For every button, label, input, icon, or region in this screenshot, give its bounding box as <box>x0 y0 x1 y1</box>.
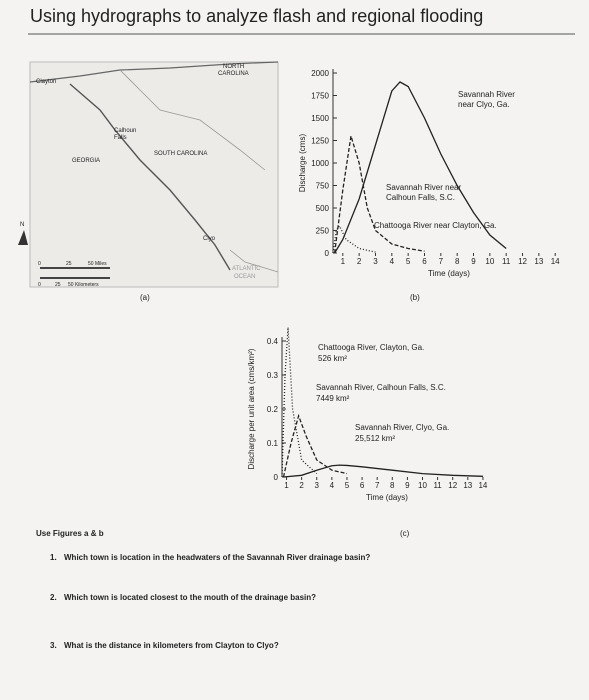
series-label: 7449 km² <box>316 394 350 403</box>
y-tick-label: 250 <box>316 227 330 236</box>
x-tick-label: 3 <box>373 257 378 266</box>
map-label: SOUTH CAROLINA <box>154 151 207 157</box>
series-label: 25,512 km² <box>355 434 395 443</box>
map-label: ATLANTIC <box>232 266 261 272</box>
map-label: N <box>20 222 24 228</box>
scale-label: 50 Kilometers <box>68 282 99 288</box>
x-tick-label: 2 <box>299 481 304 490</box>
hydrograph <box>332 224 376 254</box>
series-label: Savannah River, Calhoun Falls, S.C. <box>316 383 446 392</box>
x-tick-label: 14 <box>478 481 487 490</box>
scale-label: 25 <box>66 261 72 267</box>
y-tick-label: 0 <box>325 249 330 258</box>
y-tick-label: 0 <box>274 473 279 482</box>
x-tick-label: 1 <box>341 257 346 266</box>
caption: (c) <box>400 529 410 538</box>
question-number: 1. <box>50 553 57 562</box>
x-axis-label: Time (days) <box>366 493 408 502</box>
question: What is the distance in kilometers from … <box>64 641 279 650</box>
caption: (a) <box>140 293 150 302</box>
instructions: Use Figures a & b <box>36 529 104 538</box>
y-axis-label: Discharge (cms) <box>298 134 307 193</box>
y-tick-label: 0.2 <box>267 405 279 414</box>
y-tick-label: 1750 <box>311 92 329 101</box>
x-tick-label: 9 <box>471 257 476 266</box>
map-label: CAROLINA <box>218 71 249 77</box>
series-label: Chattooga River, Clayton, Ga. <box>318 343 424 352</box>
x-tick-label: 6 <box>360 481 365 490</box>
series-label: Calhoun Falls, S.C. <box>386 193 455 202</box>
question: Which town is located closest to the mou… <box>64 593 316 602</box>
y-tick-label: 0.3 <box>267 371 279 380</box>
title: Using hydrographs to analyze flash and r… <box>30 6 483 26</box>
x-tick-label: 5 <box>406 257 411 266</box>
scale-label: 25 <box>55 282 61 288</box>
y-tick-label: 0.1 <box>267 439 279 448</box>
x-tick-label: 4 <box>330 481 335 490</box>
x-tick-label: 8 <box>390 481 395 490</box>
x-tick-label: 7 <box>375 481 380 490</box>
map-label: Falls <box>114 135 127 141</box>
y-tick-label: 1250 <box>311 137 329 146</box>
series-label: Chattooga River near Clayton, Ga. <box>374 221 497 230</box>
series-label: 526 km² <box>318 354 347 363</box>
hydrograph <box>334 81 507 254</box>
x-tick-label: 14 <box>551 257 560 266</box>
x-tick-label: 2 <box>357 257 362 266</box>
x-tick-label: 13 <box>534 257 543 266</box>
y-tick-label: 750 <box>316 182 330 191</box>
scale-label: 0 <box>38 282 41 288</box>
question: Which town is location in the headwaters… <box>64 553 370 562</box>
scale-label: 0 <box>38 261 41 267</box>
map-label: Clyo <box>203 236 216 242</box>
x-tick-label: 9 <box>405 481 410 490</box>
hydrograph <box>282 413 348 478</box>
y-tick-label: 1000 <box>311 159 329 168</box>
y-tick-label: 0.4 <box>267 337 279 346</box>
x-tick-label: 12 <box>448 481 457 490</box>
x-tick-label: 5 <box>345 481 350 490</box>
series-label: Savannah River <box>458 90 515 99</box>
map-label: OCEAN <box>234 274 255 280</box>
x-tick-label: 8 <box>455 257 460 266</box>
x-tick-label: 7 <box>439 257 444 266</box>
x-tick-label: 1 <box>284 481 289 490</box>
hydrograph <box>333 135 425 254</box>
x-tick-label: 12 <box>518 257 527 266</box>
map-label: NORTH <box>223 64 244 70</box>
hydrograph <box>283 464 483 478</box>
x-axis-label: Time (days) <box>428 269 470 278</box>
x-tick-label: 4 <box>390 257 395 266</box>
y-tick-label: 500 <box>316 204 330 213</box>
series-label: Savannah River near <box>386 183 461 192</box>
x-tick-label: 3 <box>315 481 320 490</box>
map-label: Clayton <box>36 79 56 85</box>
x-tick-label: 13 <box>463 481 472 490</box>
hydrograph <box>281 327 318 478</box>
map-label: Calhoun <box>114 128 136 134</box>
x-tick-label: 11 <box>433 481 442 490</box>
y-axis-label: Discharge per unit area (cms/km²) <box>247 348 256 469</box>
x-tick-label: 6 <box>422 257 427 266</box>
map <box>18 61 279 288</box>
scale-label: 50 Miles <box>88 261 107 267</box>
y-tick-label: 2000 <box>311 69 329 78</box>
series-label: Savannah River, Clyo, Ga. <box>355 423 449 432</box>
question-number: 2. <box>50 593 57 602</box>
x-tick-label: 11 <box>502 257 511 266</box>
x-tick-label: 10 <box>485 257 494 266</box>
series-label: near Clyo, Ga. <box>458 100 510 109</box>
x-tick-label: 10 <box>418 481 427 490</box>
caption: (b) <box>410 293 420 302</box>
y-tick-label: 1500 <box>311 114 329 123</box>
question-number: 3. <box>50 641 57 650</box>
map-label: GEORGIA <box>72 158 100 164</box>
